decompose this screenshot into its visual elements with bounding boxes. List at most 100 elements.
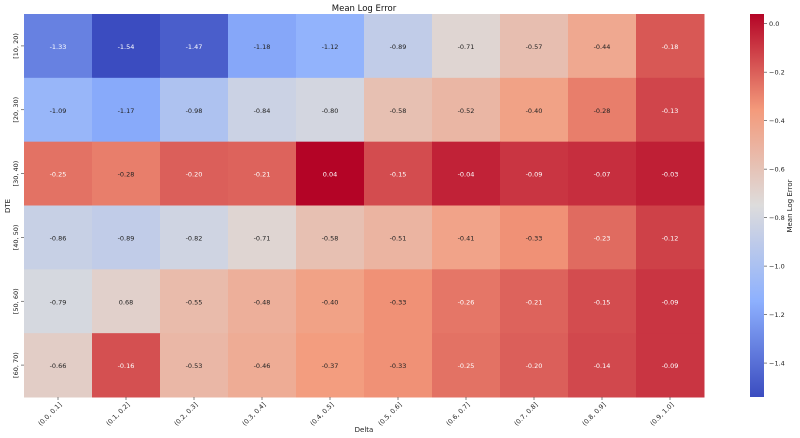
- cell-value-label: -0.04: [458, 171, 475, 179]
- heatmap-cell: [296, 269, 365, 334]
- heatmap-cell: [160, 205, 229, 270]
- x-tick-label: (0.6, 0.7]: [445, 401, 472, 428]
- heatmap-cell: [92, 333, 161, 398]
- cell-value-label: -0.40: [322, 298, 339, 306]
- heatmap-cell: [228, 333, 297, 398]
- cell-value-label: -0.57: [526, 43, 543, 51]
- cell-value-label: -0.66: [50, 362, 67, 370]
- cell-value-label: -0.98: [186, 107, 203, 115]
- y-tick-label: [10, 20): [12, 33, 20, 59]
- heatmap-cell: [228, 14, 297, 79]
- y-axis-title: DTE: [4, 199, 12, 213]
- heatmap-cell: [500, 269, 569, 334]
- heatmap-cell: [568, 141, 637, 206]
- cell-value-label: -1.09: [50, 107, 67, 115]
- cell-value-label: -0.84: [254, 107, 271, 115]
- cell-value-label: -0.48: [254, 298, 271, 306]
- cell-value-label: -1.18: [254, 43, 271, 51]
- colorbar-tick-label: −1.0: [769, 262, 785, 270]
- x-tick-label: (0.2, 0.3]: [173, 401, 200, 428]
- cell-value-label: -0.55: [186, 298, 203, 306]
- cell-value-label: -0.21: [526, 298, 543, 306]
- cell-value-label: -1.12: [322, 43, 339, 51]
- heatmap-cell: [500, 205, 569, 270]
- colorbar-tick-label: −1.2: [769, 311, 785, 319]
- x-tick-label: (0.7, 0.8]: [513, 401, 540, 428]
- cell-value-label: -0.33: [390, 298, 407, 306]
- cell-value-label: -0.51: [390, 234, 407, 242]
- heatmap-cell: [296, 205, 365, 270]
- x-axis-title: Delta: [355, 426, 374, 434]
- heatmap-cell: [364, 205, 433, 270]
- cell-value-label: -0.21: [254, 171, 271, 179]
- cell-value-label: -0.28: [594, 107, 611, 115]
- heatmap-cell: [160, 333, 229, 398]
- x-tick-label: (0.1, 0.2]: [105, 401, 132, 428]
- heatmap-cell: [432, 269, 501, 334]
- cell-value-label: -0.20: [186, 171, 203, 179]
- heatmap-cell: [568, 333, 637, 398]
- x-axis-ticks: (0.0, 0.1] (0.1, 0.2] (0.2, 0.3] (0.3, 0.4]…: [37, 397, 675, 428]
- heatmap-cells: -1.33 -1.54 -1.47 -1.18 -1.12 -0.89 -0.71 -0.57…: [24, 14, 705, 398]
- colorbar-title: Mean Log Error: [786, 179, 794, 232]
- colorbar-tick-label: 0.0: [769, 20, 779, 28]
- heatmap-cell: [228, 77, 297, 143]
- heatmap-cell: [432, 77, 501, 143]
- cell-value-label: -0.41: [458, 234, 475, 242]
- heatmap-cell: [636, 14, 705, 79]
- heatmap-cell: [296, 77, 365, 143]
- cell-value-label: -0.71: [458, 43, 475, 51]
- cell-value-label: -0.15: [390, 171, 407, 179]
- x-tick-label: (0.8, 0.9]: [581, 401, 608, 428]
- cell-value-label: -0.12: [662, 234, 679, 242]
- cell-value-label: -0.89: [390, 43, 407, 51]
- heatmap-cell: [160, 141, 229, 206]
- heatmap-cell: [500, 14, 569, 79]
- heatmap-cell: [92, 77, 161, 143]
- heatmap-cell: [500, 77, 569, 143]
- heatmap-cell: [636, 269, 705, 334]
- y-tick-label: [30, 40): [12, 161, 20, 187]
- heatmap-cell: [364, 141, 433, 206]
- heatmap-cell: [568, 269, 637, 334]
- cell-value-label: -0.79: [50, 298, 67, 306]
- cell-value-label: -0.28: [118, 171, 135, 179]
- colorbar-tick-label: −1.4: [769, 359, 785, 367]
- cell-value-label: -1.17: [118, 107, 135, 115]
- heatmap-cell: [432, 333, 501, 398]
- heatmap-cell: [432, 14, 501, 79]
- heatmap-cell: [24, 141, 93, 206]
- y-tick-label: [40, 50): [12, 225, 20, 251]
- heatmap-cell: [92, 205, 161, 270]
- heatmap-cell: [636, 205, 705, 270]
- heatmap-cell: [364, 14, 433, 79]
- cell-value-label: -0.86: [50, 234, 67, 242]
- heatmap-cell: [568, 14, 637, 79]
- heatmap-cell: [500, 141, 569, 206]
- cell-value-label: -1.33: [50, 43, 67, 51]
- cell-value-label: -0.33: [390, 362, 407, 370]
- heatmap-cell: [568, 77, 637, 143]
- heatmap-cell: [160, 14, 229, 79]
- cell-value-label: -0.03: [662, 171, 679, 179]
- cell-value-label: -0.53: [186, 362, 203, 370]
- heatmap-cell: [636, 333, 705, 398]
- cell-value-label: -1.47: [186, 43, 203, 51]
- cell-value-label: -0.09: [526, 171, 543, 179]
- heatmap-cell: [228, 269, 297, 334]
- cell-value-label: -0.07: [594, 171, 611, 179]
- heatmap-cell: [296, 14, 365, 79]
- heatmap-cell: [364, 77, 433, 143]
- x-tick-label: (0.3, 0.4]: [241, 401, 268, 428]
- colorbar-tick-label: −0.8: [769, 214, 785, 222]
- cell-value-label: -0.15: [594, 298, 611, 306]
- heatmap-cell: [500, 333, 569, 398]
- cell-value-label: -0.52: [458, 107, 475, 115]
- cell-value-label: -0.18: [662, 43, 679, 51]
- cell-value-label: -0.16: [118, 362, 135, 370]
- colorbar: [750, 14, 764, 397]
- heatmap-cell: [296, 333, 365, 398]
- heatmap-cell: [92, 269, 161, 334]
- heatmap-cell: [636, 77, 705, 143]
